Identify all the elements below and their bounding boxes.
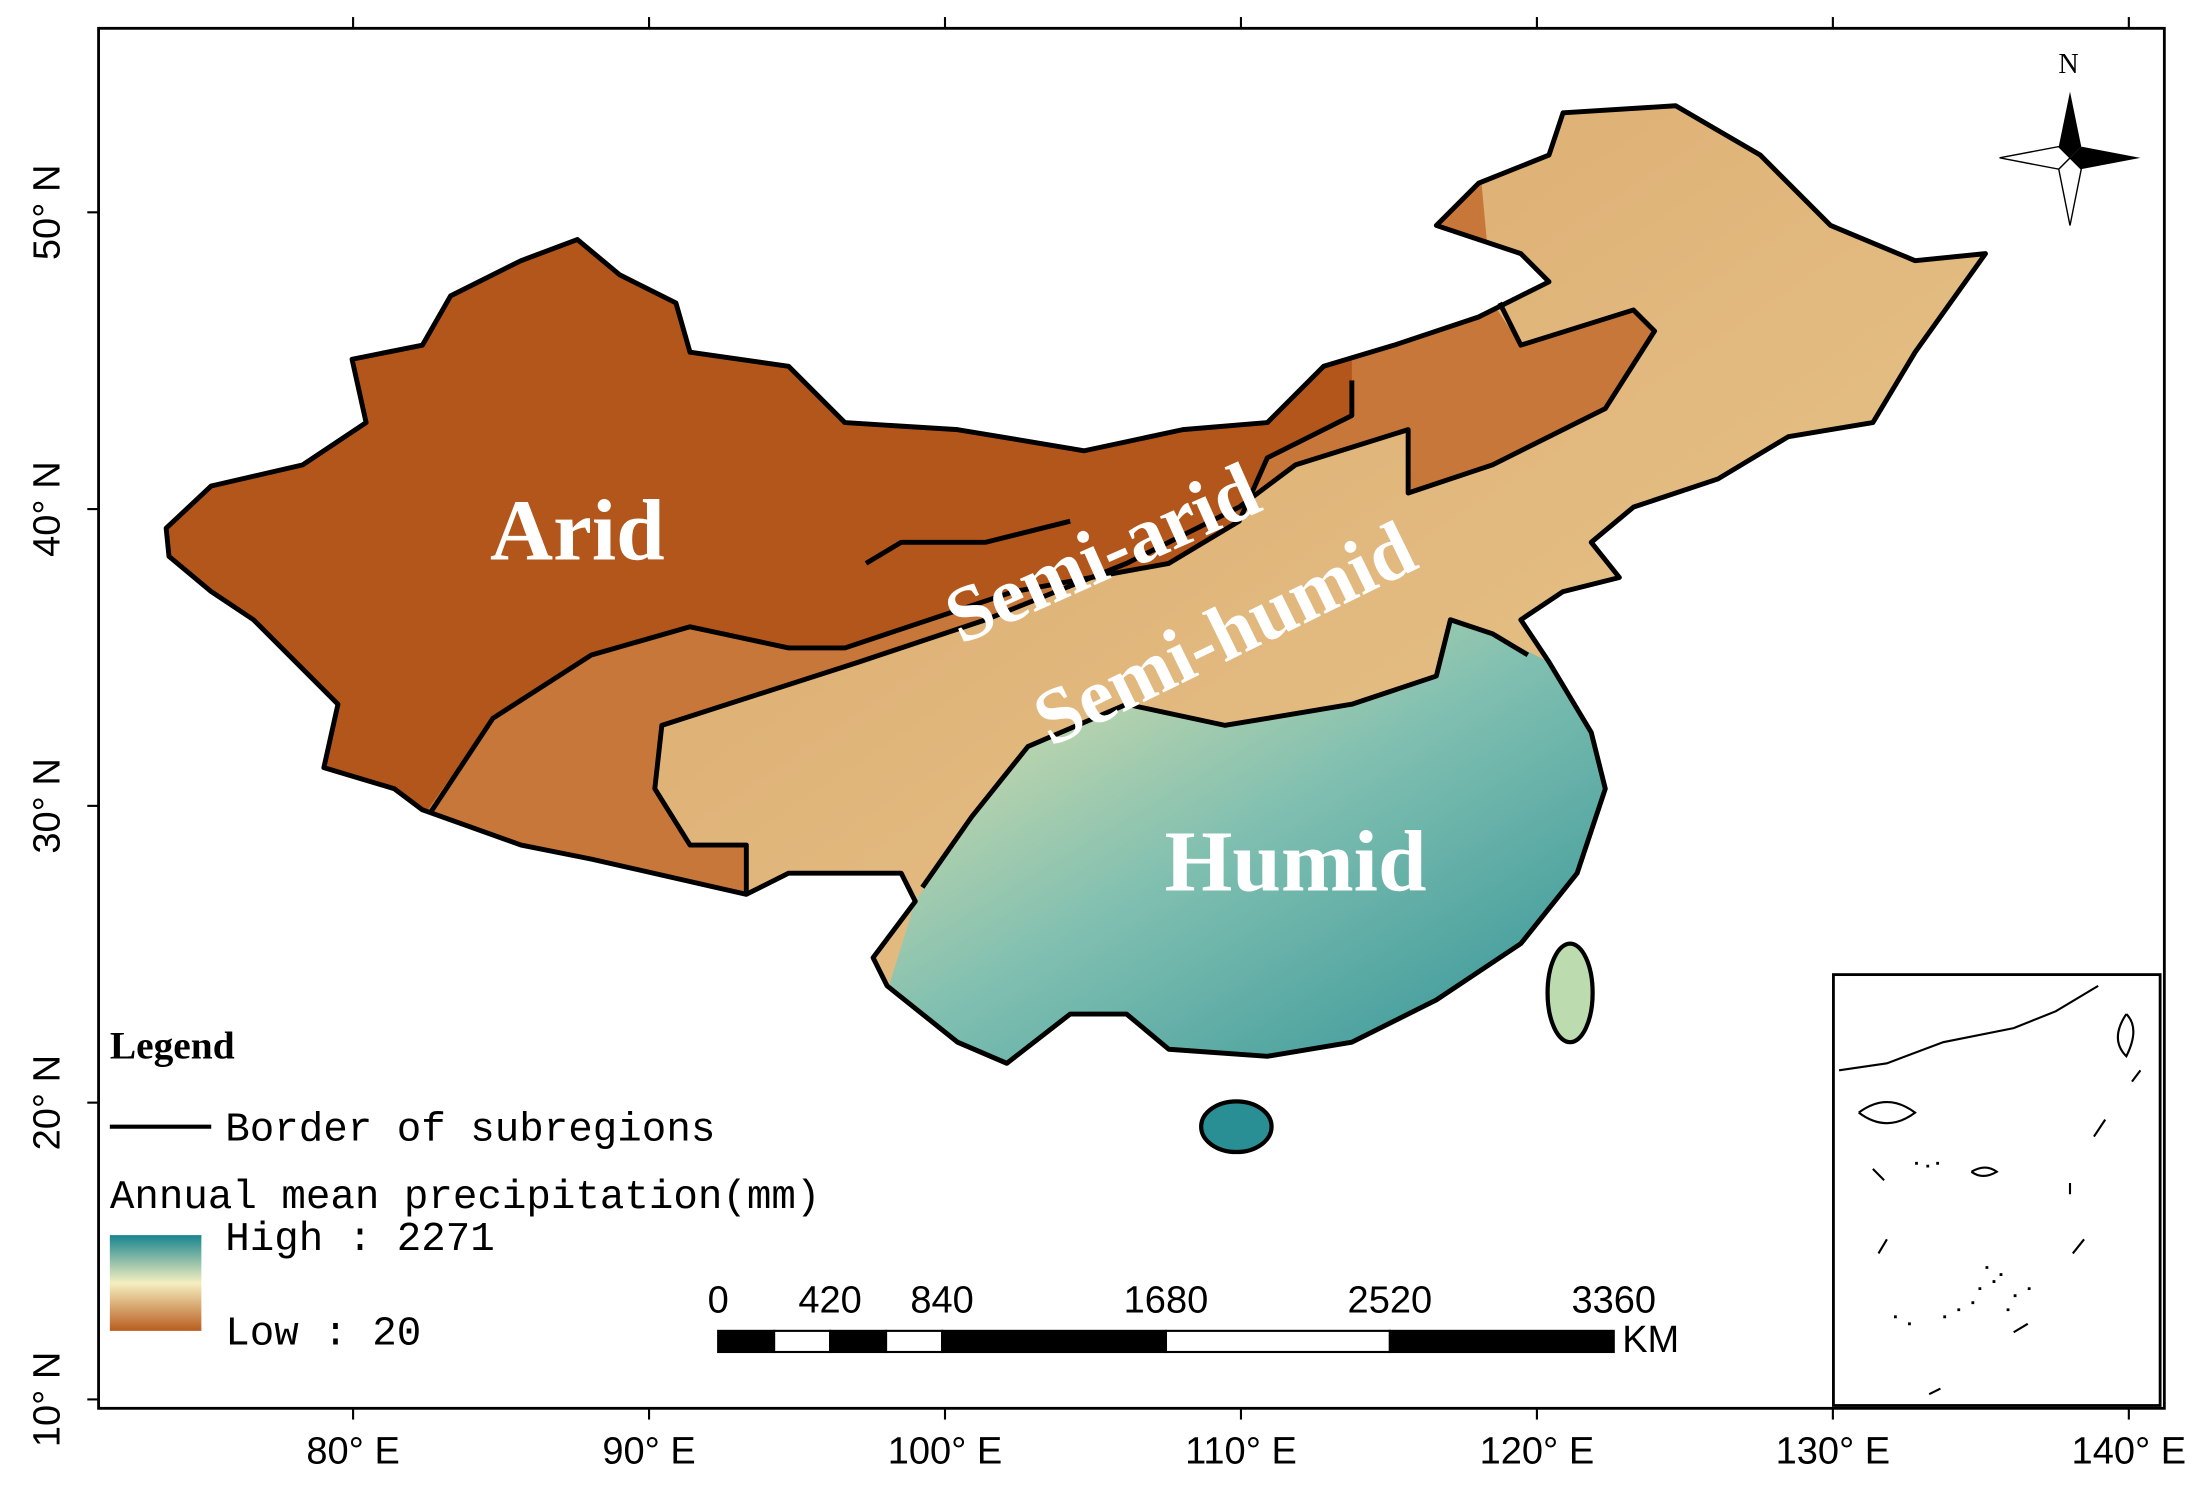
inset-frame	[1832, 973, 2162, 1407]
scale-segment	[1388, 1329, 1615, 1354]
x-tick-label: 110° E	[1185, 1430, 1297, 1472]
arrow-part	[2058, 91, 2082, 158]
arrow-part	[1999, 145, 2071, 170]
scale-segment	[717, 1329, 776, 1354]
scale-label: 2520	[1348, 1280, 1433, 1322]
color-ramp	[109, 1235, 202, 1331]
x-tick-label: 140° E	[2072, 1430, 2187, 1472]
scale-label: 3360	[1571, 1280, 1656, 1322]
x-tick-label: 100° E	[888, 1430, 1003, 1472]
subregion-border	[864, 518, 1071, 566]
scale-segment	[885, 1329, 944, 1354]
scale-segment	[941, 1329, 1168, 1354]
subregion-border	[652, 301, 1658, 895]
region-label: Humid	[1165, 812, 1427, 909]
inset-coast	[1838, 984, 2142, 1396]
country-border	[163, 103, 1988, 1066]
x-tick-label: 130° E	[1776, 1430, 1891, 1472]
scale-label: 0	[708, 1280, 729, 1322]
scale-label: 1680	[1124, 1280, 1209, 1322]
scale-label: 840	[910, 1280, 973, 1322]
arrow-part	[2070, 146, 2141, 170]
scale-label: 420	[798, 1280, 861, 1322]
legend-label: High : 2271	[225, 1217, 495, 1263]
legend-label: Annual mean precipitation(mm)	[110, 1175, 821, 1221]
legend-title: Legend	[110, 1023, 235, 1067]
legend-label: Low : 20	[225, 1311, 421, 1357]
subregion-border	[920, 617, 1530, 889]
scale-segment	[829, 1329, 888, 1354]
x-tick-label: 90° E	[602, 1430, 695, 1472]
subregion-border	[427, 380, 1355, 816]
inset	[1832, 973, 2162, 1407]
y-tick-label: 40° N	[26, 461, 68, 557]
inset-islands	[1893, 1161, 2031, 1326]
taiwan	[1545, 941, 1595, 1045]
north-arrow: N	[1999, 49, 2141, 226]
scale-segment	[773, 1329, 832, 1354]
y-tick-label: 50° N	[26, 165, 68, 261]
north-label: N	[2058, 49, 2078, 80]
x-tick-label: 120° E	[1480, 1430, 1595, 1472]
scale-segment	[1164, 1329, 1391, 1354]
y-tick-label: 10° N	[26, 1352, 68, 1448]
x-tick-label: 80° E	[306, 1430, 399, 1472]
scale-unit: KM	[1622, 1319, 1679, 1361]
y-tick-label: 20° N	[26, 1055, 68, 1151]
axes: 80° E 90° E 100° E 110° E 120° E 130° E 140° E…	[26, 17, 2186, 1472]
y-tick-label: 30° N	[26, 758, 68, 854]
hainan	[1199, 1099, 1274, 1155]
region-label: Arid	[490, 482, 665, 579]
legend: Legend Border of subregions Annual mean …	[109, 1023, 821, 1357]
legend-label: Border of subregions	[225, 1107, 715, 1153]
